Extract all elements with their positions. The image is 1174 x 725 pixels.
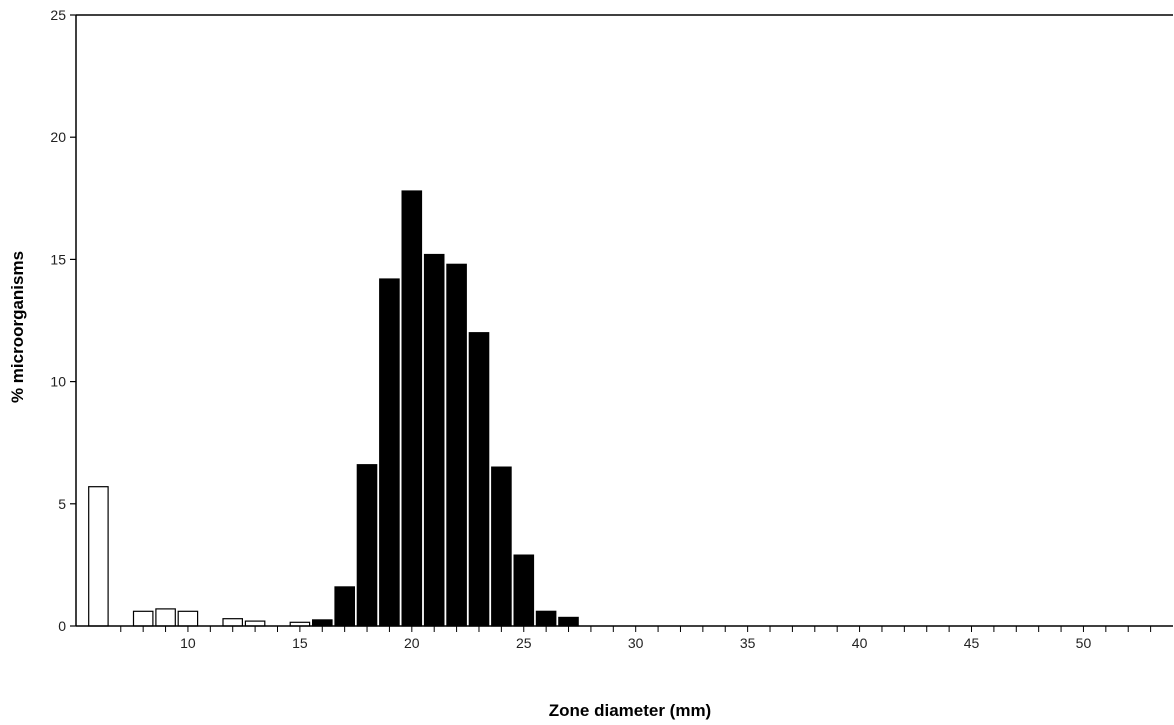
bar-27mm: [558, 616, 579, 627]
bar-21mm: [423, 253, 445, 627]
x-tick-label: 15: [292, 635, 308, 651]
x-tick-label: 20: [404, 635, 420, 651]
bar-16mm: [312, 619, 333, 627]
y-tick-label: 15: [50, 251, 66, 267]
x-axis-title: Zone diameter (mm): [549, 701, 711, 720]
x-tick-label: 40: [852, 635, 868, 651]
y-tick-label: 20: [50, 129, 66, 145]
bar-20mm: [401, 190, 423, 627]
y-tick-label: 5: [58, 496, 66, 512]
bar-8mm: [132, 610, 154, 627]
bar-25mm: [513, 554, 535, 627]
bar-26mm: [535, 610, 557, 627]
x-tick-label: 10: [180, 635, 196, 651]
y-tick-label: 25: [50, 7, 66, 23]
x-tick-label: 25: [516, 635, 532, 651]
bar-22mm: [446, 263, 467, 627]
x-tick-label: 30: [628, 635, 644, 651]
x-tick-label: 45: [964, 635, 980, 651]
bars-group: [88, 190, 579, 627]
y-tick-label: 10: [50, 374, 66, 390]
bar-18mm: [356, 464, 378, 627]
bar-17mm: [334, 586, 355, 627]
y-axis-ticks: 0 5 10 15 20 25: [50, 7, 76, 634]
bar-12mm: [222, 618, 243, 627]
x-tick-label: 35: [740, 635, 756, 651]
y-tick-label: 0: [58, 618, 66, 634]
x-axis-ticks: 10 15 20 25 30 35 40 45 50: [120, 626, 1152, 651]
bar-6mm: [88, 486, 109, 627]
bar-23mm: [468, 332, 490, 627]
bar-9mm: [155, 608, 176, 627]
bar-24mm: [491, 466, 512, 627]
bar-10mm: [177, 610, 199, 627]
y-axis-title: % microorganisms: [8, 251, 27, 403]
x-tick-label: 50: [1076, 635, 1092, 651]
bar-19mm: [379, 278, 400, 627]
